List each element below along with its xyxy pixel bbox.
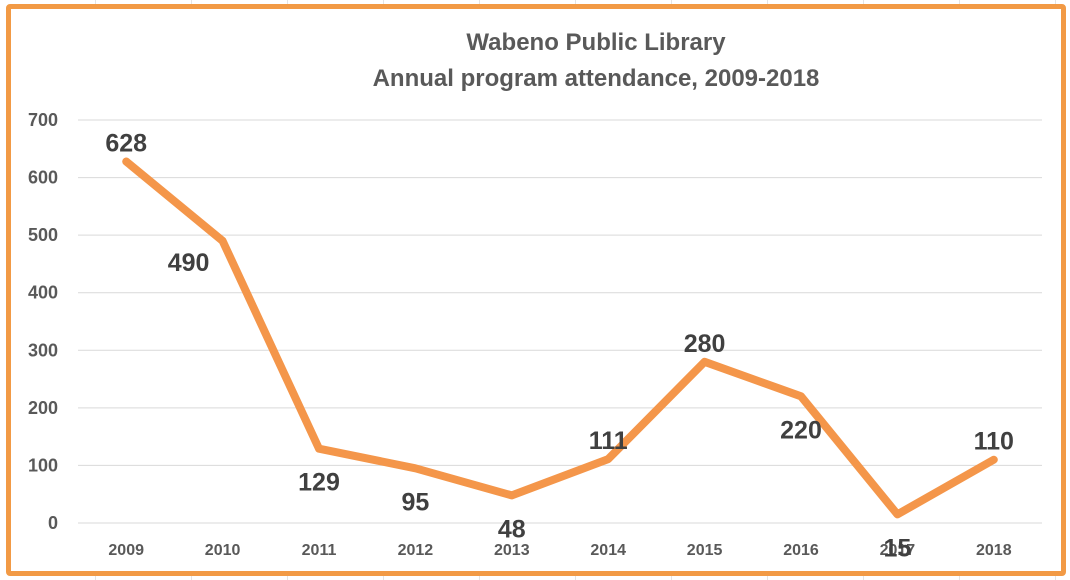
y-tick-label: 400 <box>28 283 58 303</box>
data-label: 110 <box>974 428 1014 456</box>
gridlines <box>78 119 1042 524</box>
x-axis: 2009 2010 2011 2012 2013 2014 2015 2016 2017 2018 <box>108 542 1011 559</box>
chart-subtitle: Annual program attendance, 2009-2018 <box>373 65 820 92</box>
plot-area <box>122 157 998 519</box>
x-tick-label: 2014 <box>590 542 626 559</box>
x-tick-label: 2013 <box>494 542 530 559</box>
y-tick-label: 500 <box>28 225 58 245</box>
y-tick-label: 600 <box>28 168 58 188</box>
y-tick-label: 100 <box>28 455 58 475</box>
data-label: 111 <box>589 427 628 455</box>
data-label: 490 <box>168 249 210 277</box>
y-tick-label: 300 <box>28 340 58 360</box>
data-labels: 628 490 129 95 48 111 280 220 15 110 <box>105 129 1014 562</box>
data-label: 220 <box>780 416 822 444</box>
x-tick-label: 2011 <box>302 542 337 559</box>
x-tick-label: 2018 <box>976 542 1012 559</box>
chart-title: Wabeno Public Library <box>466 29 726 56</box>
data-label: 95 <box>401 488 429 516</box>
y-tick-label: 700 <box>28 110 58 130</box>
y-axis: 0 100 200 300 400 500 600 700 <box>28 110 58 533</box>
x-tick-label: 2015 <box>687 542 723 559</box>
x-tick-label: 2010 <box>205 542 241 559</box>
y-tick-label: 200 <box>28 398 58 418</box>
data-label: 280 <box>684 330 726 358</box>
x-tick-label: 2012 <box>398 542 434 559</box>
y-tick-label: 0 <box>48 513 58 533</box>
data-label: 628 <box>105 129 147 157</box>
data-label: 129 <box>298 469 340 497</box>
data-label: 48 <box>498 515 526 543</box>
x-tick-label: 2016 <box>783 542 819 559</box>
x-tick-label: 2009 <box>108 542 144 559</box>
series-line <box>122 157 998 519</box>
data-label: 15 <box>883 534 911 562</box>
x-tick-label: 2017 <box>880 542 916 559</box>
chart-frame[interactable] <box>6 4 1066 576</box>
